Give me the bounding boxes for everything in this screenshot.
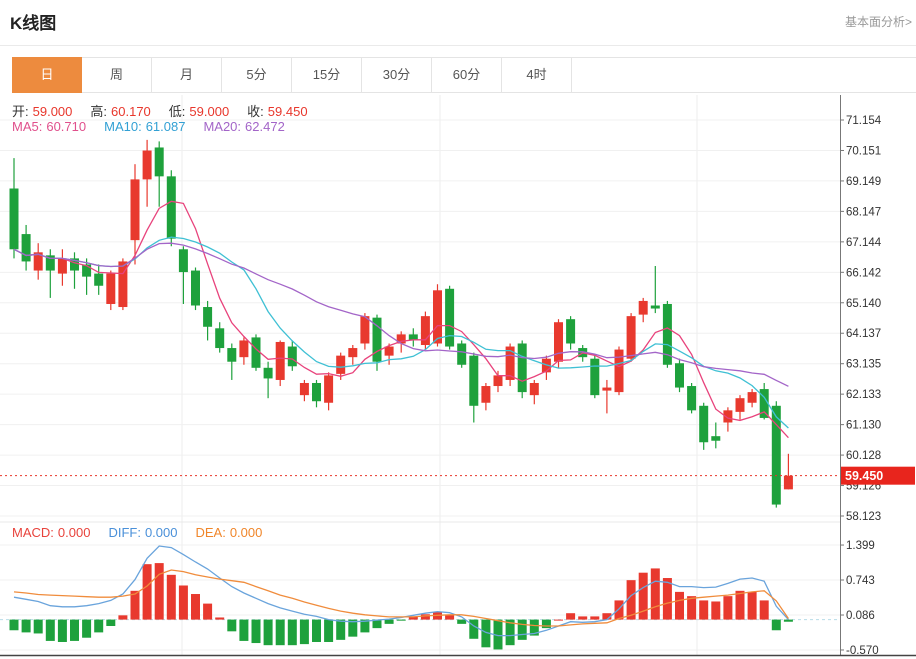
svg-text:68.147: 68.147 — [846, 206, 881, 218]
legend-item: DIFF: 0.000 — [108, 525, 178, 540]
legend-item: 收: 59.450 — [247, 104, 308, 119]
svg-text:63.135: 63.135 — [846, 359, 881, 371]
svg-text:58.123: 58.123 — [846, 511, 881, 523]
svg-text:0.743: 0.743 — [846, 575, 875, 587]
ohlc-legend: 开: 59.000 高: 60.170 低: 59.000 收: 59.450 — [12, 101, 326, 120]
svg-text:67.144: 67.144 — [846, 237, 882, 249]
legend-item: 低: 59.000 — [168, 104, 230, 119]
dea-line — [13, 569, 789, 627]
period-tabstrip: 日周月 5分 15分 30分 60分 4时 — [12, 57, 916, 93]
svg-text:66.142: 66.142 — [846, 267, 881, 279]
diff-line — [13, 545, 789, 637]
svg-text:-0.570: -0.570 — [846, 645, 879, 657]
tabstrip-filler — [572, 57, 916, 93]
tab-5分[interactable]: 5分 — [222, 57, 292, 93]
tab-30分[interactable]: 30分 — [362, 57, 432, 93]
candles — [9, 139, 793, 508]
fundamental-analysis-link[interactable]: 基本面分析> — [844, 15, 912, 29]
page-title: K线图 — [10, 14, 57, 33]
legend-item: 开: 59.000 — [12, 104, 73, 119]
ma20-line — [13, 242, 789, 387]
tab-周[interactable]: 周 — [82, 57, 152, 93]
tab-15分[interactable]: 15分 — [292, 57, 362, 93]
macd-legend: MACD: 0.000 DIFF: 0.000 DEA: 0.000 — [12, 525, 280, 540]
svg-text:70.151: 70.151 — [846, 145, 881, 157]
svg-text:1.399: 1.399 — [846, 540, 875, 552]
tab-60分[interactable]: 60分 — [432, 57, 502, 93]
current-price-badge: 59.450 — [841, 466, 915, 485]
ma5-line — [13, 200, 789, 439]
svg-text:65.140: 65.140 — [846, 298, 881, 310]
macd-panel — [9, 545, 793, 650]
svg-text:61.130: 61.130 — [846, 420, 881, 432]
svg-text:0.086: 0.086 — [846, 610, 875, 622]
svg-text:71.154: 71.154 — [846, 115, 882, 127]
tab-日[interactable]: 日 — [12, 57, 82, 93]
header-divider — [0, 45, 916, 46]
svg-text:62.133: 62.133 — [846, 389, 881, 401]
tab-4时[interactable]: 4时 — [502, 57, 572, 93]
svg-text:60.128: 60.128 — [846, 450, 881, 462]
kline-chart[interactable]: 71.154 70.151 69.149 68.147 67.144 66.142 65.1… — [0, 95, 916, 659]
ma-legend: MA5: 60.710 MA10: 61.087 MA20: 62.472 — [12, 119, 303, 134]
price-axis: 71.154 70.151 69.149 68.147 67.144 66.142 65.1… — [0, 95, 916, 657]
legend-item: 高: 60.170 — [90, 104, 151, 119]
svg-text:69.149: 69.149 — [846, 176, 881, 188]
legend-item: MA10: 61.087 — [104, 119, 186, 134]
tab-月[interactable]: 月 — [152, 57, 222, 93]
legend-item: MACD: 0.000 — [12, 525, 91, 540]
svg-text:64.137: 64.137 — [846, 328, 881, 340]
legend-item: MA5: 60.710 — [12, 119, 87, 134]
gridlines — [0, 95, 840, 656]
legend-item: MA20: 62.472 — [203, 119, 285, 134]
svg-text:59.450: 59.450 — [845, 469, 883, 483]
legend-item: DEA: 0.000 — [195, 525, 263, 540]
